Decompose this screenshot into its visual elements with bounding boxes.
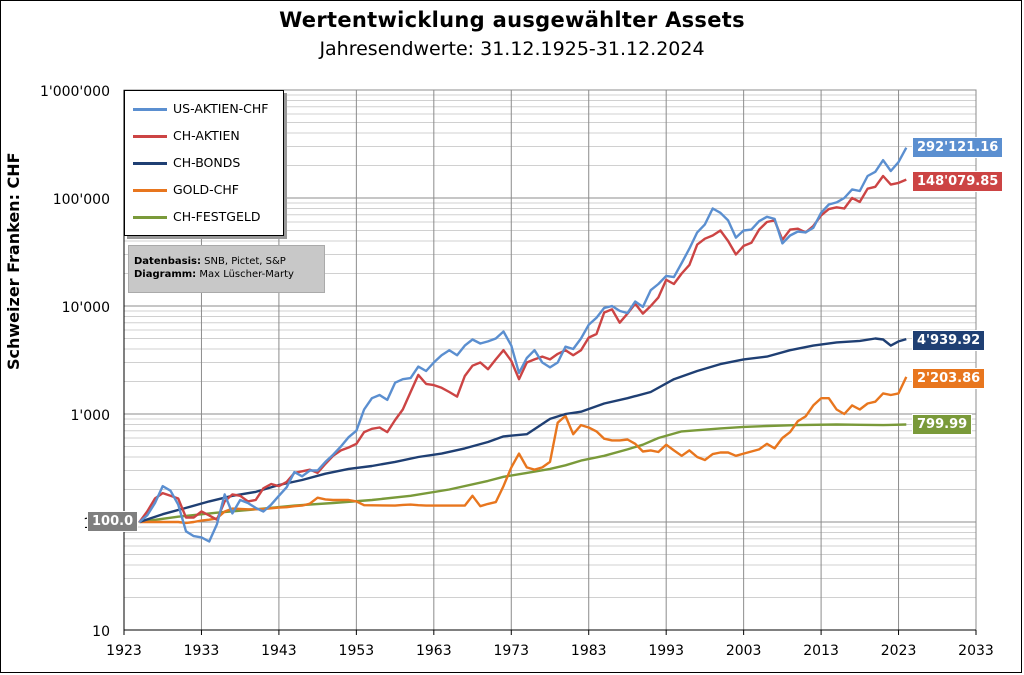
y-tick-label: 1'000'000: [40, 84, 110, 100]
end-value-label-ch-bonds: 4'939.92: [912, 330, 986, 351]
source-label-2: Diagramm:: [134, 269, 197, 280]
source-text-2: Max Lüscher-Marty: [196, 269, 294, 280]
y-tick-label: 10: [92, 624, 110, 640]
series-line-gold-chf: [139, 376, 908, 525]
x-tick-label: 1933: [184, 643, 220, 659]
legend-label: CH-BONDS: [173, 155, 241, 170]
x-tick-label: 1923: [106, 643, 142, 659]
x-tick-label: 1953: [339, 643, 375, 659]
source-note: Datenbasis: SNB, Pictet, S&P Diagramm: M…: [128, 245, 325, 293]
legend-swatch: [133, 162, 167, 165]
x-tick-label: 2013: [803, 643, 839, 659]
series-line-ch-festgeld: [139, 423, 907, 524]
x-tick-label: 1983: [571, 643, 607, 659]
series-line-us-aktien-chf: [138, 147, 908, 543]
chart-subtitle: Jahresendwerte: 31.12.1925-31.12.2024: [319, 38, 705, 60]
y-tick-label: 10'000: [62, 300, 110, 316]
end-value-label-ch-aktien: 148'079.85: [912, 171, 1004, 192]
start-value-label: 100.0: [87, 511, 139, 532]
legend-label: GOLD-CHF: [173, 182, 239, 197]
legend-label: CH-AKTIEN: [173, 128, 240, 143]
legend-swatch: [133, 108, 167, 111]
source-text-1: SNB, Pictet, S&P: [200, 256, 286, 267]
x-tick-label: 1993: [648, 643, 684, 659]
end-value-label-ch-festgeld: 799.99: [912, 414, 973, 435]
x-tick-label: 1963: [416, 643, 452, 659]
x-tick-label: 1973: [493, 643, 529, 659]
x-tick-label: 2033: [958, 643, 994, 659]
legend-swatch: [133, 216, 167, 219]
legend-label: CH-FESTGELD: [173, 209, 261, 224]
y-tick-label: 1'000: [71, 408, 110, 424]
end-value-label-us-aktien-chf: 292'121.16: [912, 137, 1004, 158]
end-value-label-gold-chf: 2'203.86: [912, 368, 986, 389]
legend-swatch: [133, 189, 167, 192]
legend-label: US-AKTIEN-CHF: [173, 101, 269, 116]
legend: US-AKTIEN-CHF CH-AKTIEN CH-BONDS GOLD-CHF CH…: [124, 90, 284, 236]
chart-title: Wertentwicklung ausgewählter Assets: [279, 8, 745, 32]
x-tick-label: 2023: [881, 643, 917, 659]
x-tick-label: 1943: [261, 643, 297, 659]
y-tick-label: 100'000: [53, 192, 110, 208]
x-tick-label: 2003: [726, 643, 762, 659]
legend-swatch: [133, 135, 167, 138]
source-label-1: Datenbasis:: [134, 256, 201, 267]
